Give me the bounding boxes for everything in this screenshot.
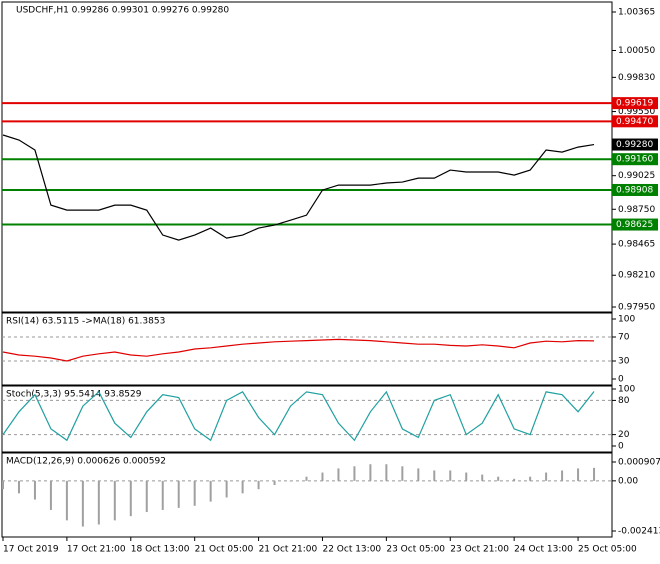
level-tag <box>612 218 658 231</box>
bar <box>513 478 516 481</box>
x-tick-label: 17 Oct 2019 <box>3 545 59 555</box>
y-tick-label: 0 <box>618 375 624 385</box>
y-tick-label: 0.00 <box>618 476 638 486</box>
bar <box>33 480 36 500</box>
bar <box>385 464 388 481</box>
x-tick-label: 18 Oct 13:00 <box>131 545 190 555</box>
panel-frame <box>1 385 613 453</box>
bar <box>49 480 52 510</box>
bar <box>257 480 260 490</box>
bar <box>289 480 292 482</box>
level-tag <box>612 183 658 196</box>
level-tag <box>612 153 658 166</box>
bar <box>97 480 100 525</box>
bar <box>593 467 596 481</box>
series-line <box>2 338 595 362</box>
bar <box>417 468 420 481</box>
bar <box>65 480 68 521</box>
bar <box>561 470 564 481</box>
bar <box>17 480 20 494</box>
y-tick-label: 0.98465 <box>618 240 655 250</box>
y-tick-label: 80 <box>618 396 630 406</box>
bar <box>545 472 548 481</box>
x-tick-label: 17 Oct 21:00 <box>67 545 126 555</box>
x-tick-label: 25 Oct 05:00 <box>578 545 637 555</box>
bar <box>273 480 276 486</box>
y-tick-label: 100 <box>618 385 635 395</box>
bar <box>449 470 452 481</box>
bar <box>145 480 148 513</box>
y-tick-label: 0.98210 <box>618 271 655 281</box>
level-label: 0.99619 <box>616 99 653 109</box>
panel-title: USDCHF,H1 0.99286 0.99301 0.99276 0.9928… <box>16 6 229 16</box>
y-tick-label: -0.002413 <box>618 527 660 537</box>
bar <box>225 480 228 498</box>
x-tick-label: 23 Oct 05:00 <box>386 545 445 555</box>
bar <box>401 466 404 481</box>
bar <box>177 480 180 508</box>
x-tick-label: 24 Oct 13:00 <box>514 545 573 555</box>
panel-frame <box>1 452 613 538</box>
bar <box>2 480 4 490</box>
level-tag <box>612 97 658 110</box>
series-line <box>2 134 595 241</box>
bar <box>193 480 196 506</box>
price-label: 0.99280 <box>616 140 653 150</box>
bar <box>497 476 500 481</box>
bar <box>321 472 324 481</box>
y-tick-label: 100 <box>618 315 635 325</box>
x-tick-label: 21 Oct 21:00 <box>259 545 318 555</box>
panel-title: RSI(14) 63.5115 ->MA(18) 61.3853 <box>6 317 165 327</box>
bar <box>481 474 484 481</box>
bar <box>241 480 244 494</box>
y-tick-label: 0.97950 <box>618 303 655 313</box>
series-line <box>2 390 595 442</box>
x-tick-label: 21 Oct 05:00 <box>195 545 254 555</box>
y-tick-label: 0 <box>618 442 624 452</box>
y-tick-label: 0.99025 <box>618 171 655 181</box>
bar <box>81 480 84 527</box>
y-tick-label: 20 <box>618 430 630 440</box>
level-label: 0.98625 <box>616 220 653 230</box>
bar <box>113 480 116 521</box>
x-tick-label: 22 Oct 13:00 <box>322 545 381 555</box>
panel-title: Stoch(5,3,3) 95.5414 93.8529 <box>6 390 142 400</box>
y-tick-label: 1.00365 <box>618 8 655 18</box>
bar <box>161 480 164 510</box>
bar <box>529 476 532 481</box>
level-label: 0.99160 <box>616 155 653 165</box>
bar <box>337 468 340 481</box>
bar <box>577 468 580 481</box>
y-tick-label: 1.00050 <box>618 46 655 56</box>
y-tick-label: 0.000907 <box>618 458 660 468</box>
x-tick-label: 23 Oct 21:00 <box>450 545 509 555</box>
bar <box>353 466 356 481</box>
price-tag <box>612 138 658 151</box>
level-label: 0.99470 <box>616 117 653 127</box>
bar <box>433 470 436 481</box>
level-label: 0.98908 <box>616 185 653 195</box>
bar <box>305 476 308 481</box>
bar <box>465 472 468 481</box>
y-tick-label: 30 <box>618 357 630 367</box>
y-tick-label: 0.98750 <box>618 205 655 215</box>
panel-frame <box>1 312 613 386</box>
bar <box>129 480 132 517</box>
y-tick-label: 0.99830 <box>618 73 655 83</box>
panel-title: MACD(12,26,9) 0.000626 0.000592 <box>6 457 166 467</box>
bar <box>369 464 372 481</box>
y-tick-label: 70 <box>618 333 630 343</box>
level-tag <box>612 115 658 128</box>
y-tick-label: 0.99550 <box>618 107 655 117</box>
bar <box>209 480 212 502</box>
